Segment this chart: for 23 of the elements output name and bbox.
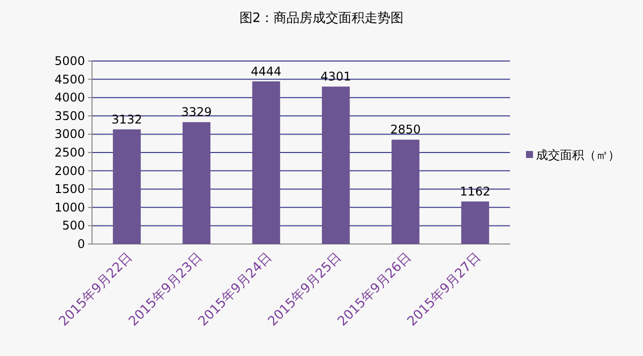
y-tick-label: 1000 [54,200,85,214]
y-tick-label: 2000 [54,164,85,178]
y-tick-label: 3500 [54,108,85,123]
data-label: 2850 [390,122,421,137]
bar [112,129,141,244]
bar [322,86,350,244]
y-tick-label: 3000 [54,127,85,142]
data-label: 4444 [250,64,282,78]
y-tick-label: 0 [77,237,85,251]
y-tick-label: 1500 [54,182,85,196]
data-label: 3329 [181,105,212,120]
y-tick-label: 5000 [54,54,85,68]
y-tick-label: 500 [62,218,85,233]
y-tick-label: 2500 [54,146,85,160]
y-tick-label: 4000 [54,90,85,105]
data-label: 3132 [112,112,142,126]
bar [461,201,490,244]
bar [182,122,210,244]
chart-title: 图2：商品房成交面积走势图 [239,10,404,26]
bar [252,81,280,244]
y-tick-label: 4500 [54,72,85,86]
bar [392,140,420,244]
legend-label: 成交面积（㎡） [536,148,620,162]
